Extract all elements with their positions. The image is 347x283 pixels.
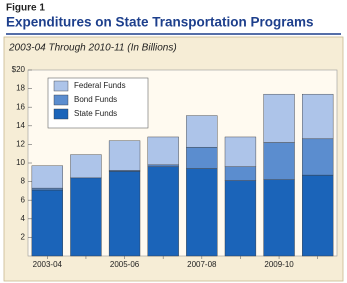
legend-swatch (53, 80, 69, 92)
y-tick-label: $20 (12, 65, 26, 74)
legend-swatch (53, 108, 69, 120)
bar-segment (147, 136, 179, 166)
legend-label: Bond Funds (74, 95, 117, 104)
legend-swatch (53, 94, 69, 106)
bar-segment (302, 138, 334, 176)
bar-segment (31, 187, 63, 191)
bar-segment (302, 93, 334, 140)
bar-segment (186, 115, 218, 148)
bar-segment (302, 174, 334, 257)
bar-segment (108, 171, 141, 257)
bar-segment (31, 189, 63, 257)
y-tick-label: 2 (21, 233, 26, 242)
bar-segment (224, 136, 257, 167)
bar-segment (224, 166, 257, 181)
x-tick-label: 2003-04 (33, 260, 63, 269)
figure-label: Figure 1 (6, 3, 45, 14)
bar-segment (147, 166, 179, 257)
bar-segment (224, 180, 257, 257)
y-tick-label: 16 (16, 102, 25, 111)
legend-label: Federal Funds (74, 81, 126, 90)
bar-segment (147, 164, 179, 167)
bar-segment (31, 165, 63, 189)
chart-title: Expenditures on State Transportation Pro… (6, 15, 314, 30)
bar-segment (186, 146, 218, 169)
y-tick-label: 14 (16, 121, 25, 130)
bar-segment (263, 142, 295, 180)
chart-subtitle: 2003-04 Through 2010-11 (In Billions) (8, 43, 177, 54)
bar-segment (263, 93, 295, 143)
bar-segment (263, 179, 295, 257)
x-tick-label: 2009-10 (264, 260, 294, 269)
x-tick-label: 2007-08 (187, 260, 217, 269)
y-tick-label: 6 (21, 195, 26, 204)
y-tick-label: 12 (16, 140, 25, 149)
y-tick-label: 8 (21, 177, 26, 186)
x-tick-label: 2005-06 (110, 260, 140, 269)
bar-segment (70, 154, 102, 179)
bar-segment (108, 140, 141, 171)
y-tick-label: 4 (21, 214, 26, 223)
y-tick-label: 18 (16, 84, 25, 93)
y-tick-label: 10 (16, 158, 25, 167)
bar-segment (70, 177, 102, 257)
bar-segment (186, 168, 218, 257)
legend-label: State Funds (74, 109, 117, 118)
